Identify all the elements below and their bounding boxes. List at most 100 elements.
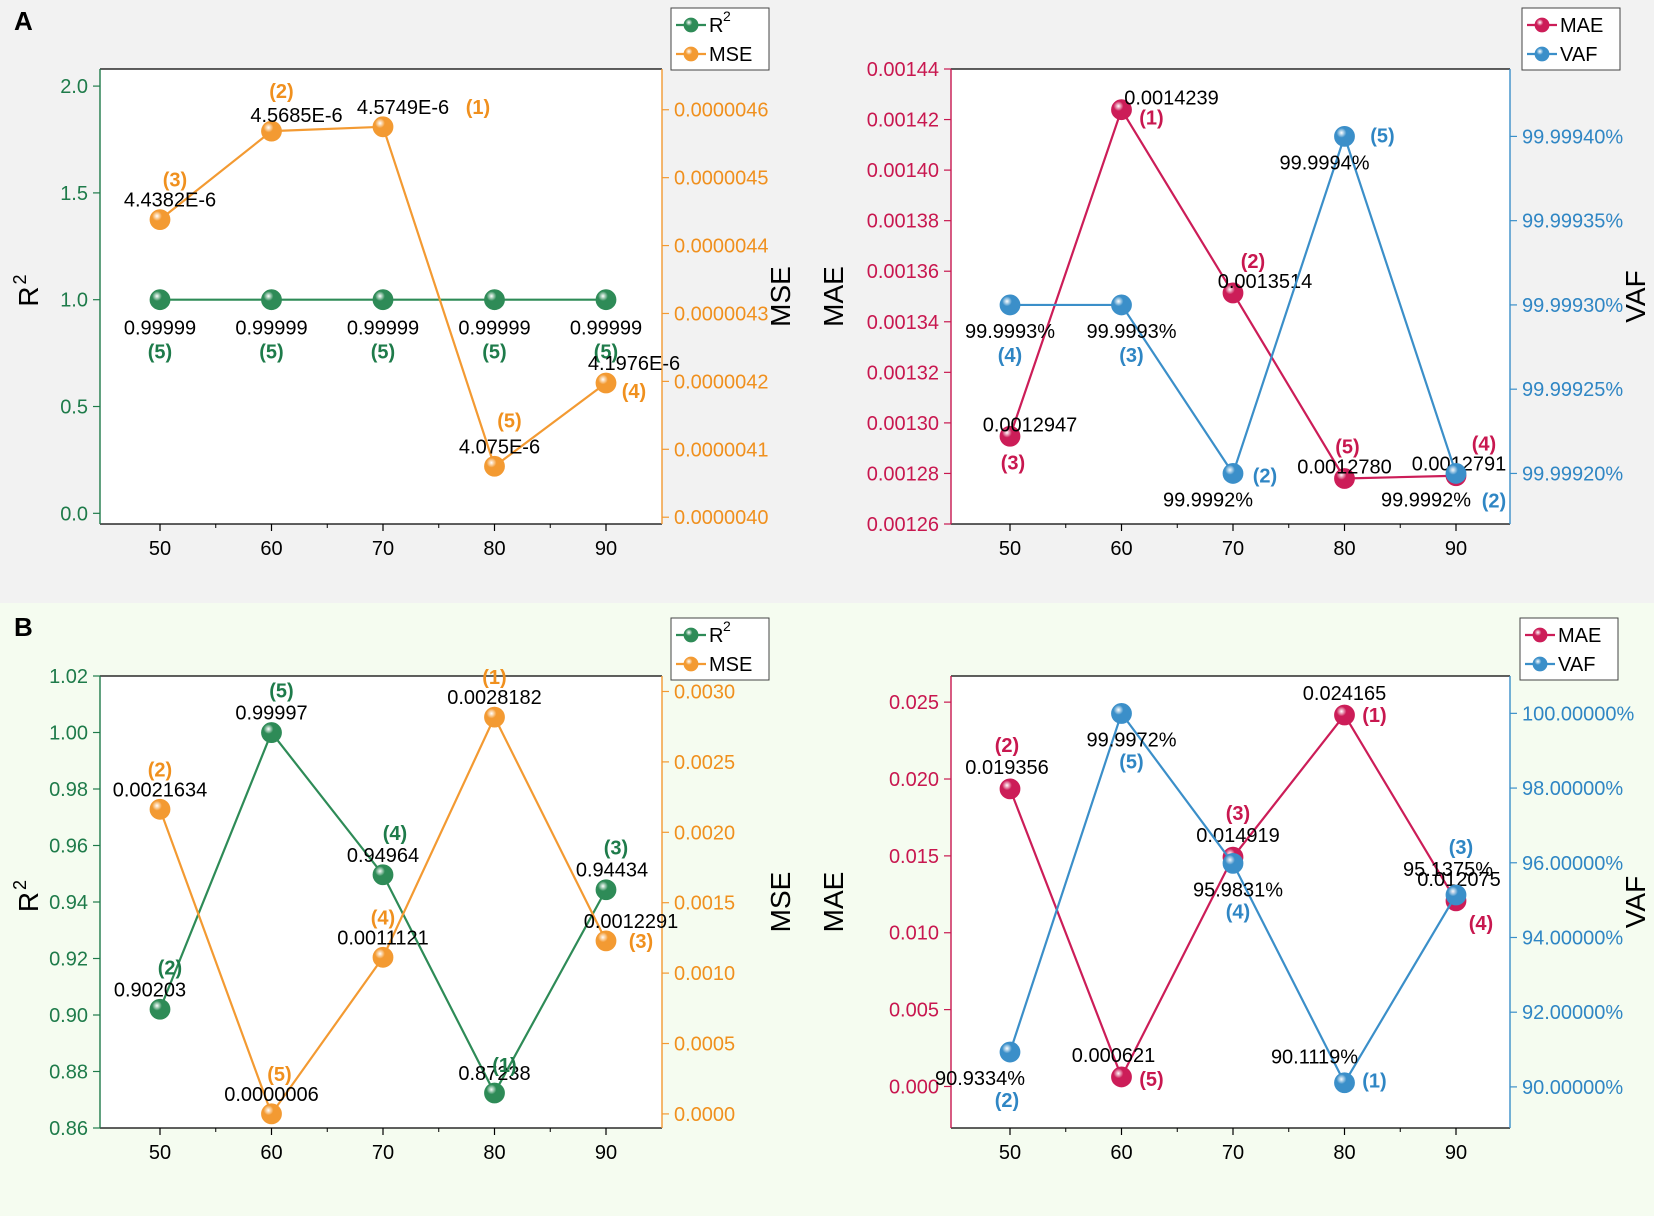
svg-text:MSE: MSE <box>765 266 796 327</box>
data-point <box>1334 468 1355 489</box>
right-tick-label: 0.0000040 <box>674 507 769 529</box>
legend-item-mae: MAE <box>1527 15 1603 37</box>
rank-label: (3) <box>1449 837 1473 859</box>
left-tick-label: 0.92 <box>49 949 88 971</box>
data-point <box>1334 1072 1355 1094</box>
data-point <box>149 998 171 1020</box>
data-label: 0.012075 <box>1417 869 1500 891</box>
data-label: 4.5685E-6 <box>250 105 342 127</box>
x-tick-label: 80 <box>483 538 505 560</box>
right-tick-label: 90.00000% <box>1522 1077 1623 1099</box>
data-label: 0.000621 <box>1072 1045 1155 1067</box>
left-tick-label: 0.86 <box>49 1118 88 1140</box>
plot-area <box>951 676 1510 1128</box>
data-point <box>1111 1066 1132 1088</box>
rank-label: (5) <box>1139 1069 1163 1091</box>
rank-label: (2) <box>1482 490 1506 512</box>
series-mse: 4.4382E-6(3) 4.5685E-6(2) 4.5749E-6 (1) 4.07… <box>124 81 680 477</box>
data-point <box>261 722 282 743</box>
right-tick-label: 0.0000046 <box>674 100 769 122</box>
legend-label-superscript: 2 <box>723 618 731 634</box>
left-tick-label: 0.025 <box>889 692 939 714</box>
data-label: 0.0021634 <box>113 779 208 801</box>
rank-label: (5) <box>1370 125 1394 147</box>
left-axis-title: R2 <box>10 880 44 912</box>
left-tick-label: 0.94 <box>49 892 88 914</box>
data-point <box>372 289 394 311</box>
left-tick-label: 0.00134 <box>867 312 939 334</box>
x-tick-label: 80 <box>1333 538 1355 560</box>
chart-a-right: 50 60 70 80 90 0.00126 0.00128 0.00130 0.00132 0.… <box>818 7 1651 560</box>
right-tick-label: 0.0000041 <box>674 439 769 461</box>
data-point <box>1222 282 1244 304</box>
data-label: 0.0014239 <box>1124 88 1219 110</box>
right-tick-label: 94.00000% <box>1522 927 1623 949</box>
rank-label: (2) <box>995 1090 1019 1112</box>
right-tick-label: 0.0020 <box>674 822 735 844</box>
data-label: 0.0012947 <box>983 414 1078 436</box>
svg-text:MAE: MAE <box>818 872 849 933</box>
rank-label: (2) <box>269 81 293 103</box>
data-point <box>149 289 171 311</box>
left-tick-label: 1.00 <box>49 723 88 745</box>
rank-label: (4) <box>371 907 395 929</box>
data-point <box>261 289 282 311</box>
svg-text:VAF: VAF <box>1620 876 1651 928</box>
series-r2: 0.99999(5)0.99999(5)0.99999(5)0.99999(5)… <box>124 289 642 364</box>
x-tick-label: 70 <box>372 1142 394 1164</box>
right-tick-label: 98.00000% <box>1522 778 1623 800</box>
rank-label: (5) <box>497 410 521 432</box>
plot-area <box>100 676 662 1128</box>
right-tick-label: 99.99920% <box>1522 463 1623 485</box>
left-tick-label: 0.00126 <box>867 514 939 536</box>
x-tick-label: 60 <box>260 538 282 560</box>
legend: R 2 MSE <box>670 7 770 71</box>
right-tick-label: 96.00000% <box>1522 853 1623 875</box>
data-point <box>999 294 1021 316</box>
rank-label: (4) <box>622 381 646 403</box>
right-tick-label: 99.99925% <box>1522 379 1623 401</box>
data-label: 0.90203 <box>114 979 186 1001</box>
legend: R 2 MSE <box>670 617 770 681</box>
data-label: 90.1119% <box>1271 1047 1358 1069</box>
data-point <box>999 778 1021 800</box>
data-label: 95.9831% <box>1193 879 1283 901</box>
data-label: 0.024165 <box>1303 683 1386 705</box>
right-tick-label: 99.99935% <box>1522 211 1623 233</box>
rank-label: (1) <box>1362 1071 1386 1093</box>
rank-label: (1) <box>482 667 506 689</box>
data-point <box>484 289 505 311</box>
svg-text:VAF: VAF <box>1620 270 1651 322</box>
rank-label: (5) <box>267 1064 291 1086</box>
left-tick-label: 0.00132 <box>867 362 939 384</box>
legend-item-mae: MAE <box>1525 625 1601 647</box>
left-tick-label: 0.88 <box>49 1062 88 1084</box>
data-label: 0.0012291 <box>584 911 679 933</box>
data-label: 0.0011121 <box>337 927 429 949</box>
rank-label: (2) <box>1253 465 1277 487</box>
svg-text:MAE: MAE <box>818 266 849 327</box>
data-point <box>372 116 394 138</box>
legend-item-mse: MSE <box>676 654 752 676</box>
x-tick-label: 80 <box>483 1142 505 1164</box>
left-tick-label: 0.00136 <box>867 261 939 283</box>
data-label: 0.0013514 <box>1218 271 1313 293</box>
x-tick-label: 50 <box>999 538 1021 560</box>
rank-label: (3) <box>1226 803 1250 825</box>
right-tick-label: 92.00000% <box>1522 1002 1623 1024</box>
data-label: 4.075E-6 <box>459 436 540 458</box>
x-tick-label: 70 <box>1222 538 1244 560</box>
panel-b-letter: B <box>14 612 33 642</box>
rank-label: (4) <box>1472 434 1496 456</box>
rank-label: (3) <box>629 931 653 953</box>
rank-label: (1) <box>1362 705 1386 727</box>
data-label: 90.9334% <box>935 1068 1025 1090</box>
rank-label: (3) <box>163 170 187 192</box>
right-tick-label: 0.0010 <box>674 963 735 985</box>
data-label: 99.9972% <box>1086 729 1176 751</box>
right-tick-label: 99.99940% <box>1522 126 1623 148</box>
rank-label: (5) <box>1119 751 1143 773</box>
chart-b-left: 50 60 70 80 90 0.86 0.88 0.90 0.92 0.94 0.96 0.98 1.… <box>10 617 796 1164</box>
